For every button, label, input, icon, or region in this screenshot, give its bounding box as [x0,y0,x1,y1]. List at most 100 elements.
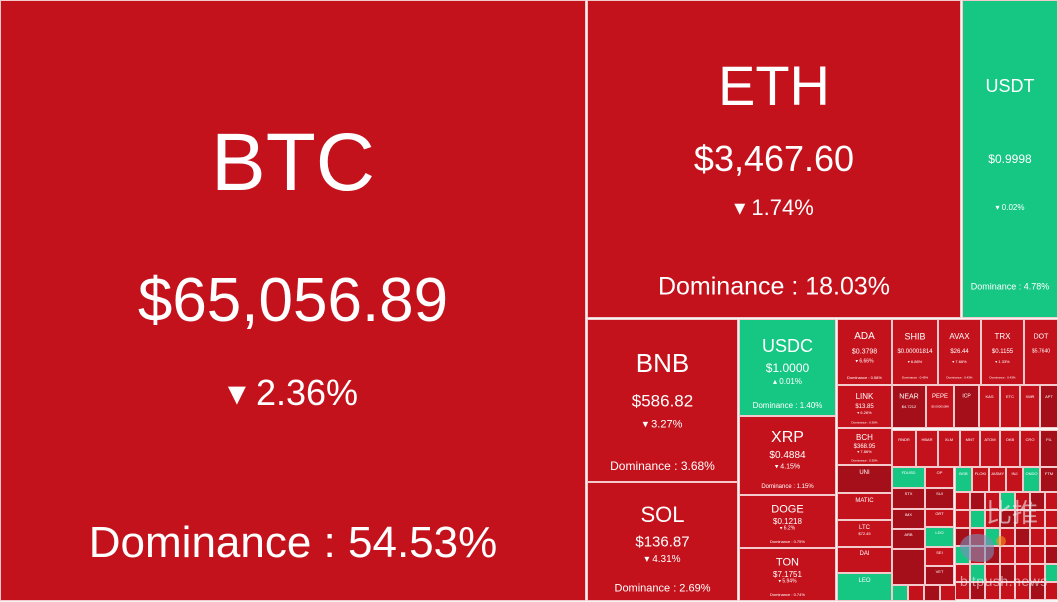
tile-xmr[interactable]: XMR [1020,385,1040,428]
tile-trx[interactable]: TRX $0.1155 ▾ 1.33% Dominance : 0.43% [981,319,1024,385]
tile-small-coin[interactable] [970,546,985,564]
tile-ondo[interactable]: ONDO [1023,467,1040,492]
tile-op[interactable]: OP [925,467,954,488]
tile-avax[interactable]: AVAX $26.44 ▾ 7.66% Dominance : 0.43% [938,319,981,385]
tile-xlm[interactable]: XLM [938,430,960,467]
tile-rndr[interactable]: RNDR [892,430,916,467]
tile-floki[interactable]: FLOKI [972,467,989,492]
tile-small-coin[interactable] [985,510,1000,528]
tile-ldo[interactable]: LDO [925,527,954,547]
tile-small-coin[interactable] [1015,582,1030,600]
tile-link[interactable]: LINK $13.85 ▾ 6.26% Dominance : 0.36% [837,385,892,428]
tile-small-coin[interactable] [985,582,1000,600]
tile-dai[interactable]: DAI [837,547,892,573]
tile-small-coin[interactable] [1030,510,1045,528]
tile-small-coin[interactable] [1030,528,1045,546]
tile-small-coin[interactable] [1045,510,1058,528]
tile-small-coin[interactable] [892,549,925,585]
tile-cro[interactable]: CRO [1020,430,1040,467]
tile-small-coin[interactable] [1015,546,1030,564]
tile-grt[interactable]: GRT [925,509,954,527]
tile-sei[interactable]: SEI [925,547,954,566]
tile-fdusd[interactable]: FDUSD [892,467,925,488]
tile-leo[interactable]: LEO [837,573,892,601]
tile-pepe[interactable]: PEPE $0.00001088 [926,385,954,428]
tile-mnt[interactable]: MNT [960,430,980,467]
tile-apt[interactable]: APT [1040,385,1058,428]
tile-small-coin[interactable] [1045,582,1058,600]
tile-icp[interactable]: ICP [954,385,979,428]
tile-small-coin[interactable] [940,585,956,601]
tile-small-coin[interactable] [1000,546,1015,564]
tile-eth[interactable]: ETH $3,467.60 ▾ 1.74% Dominance : 18.03% [587,0,961,318]
tile-small-coin[interactable] [1000,510,1015,528]
tile-inj[interactable]: INJ [1006,467,1023,492]
tile-imx[interactable]: IMX [892,509,925,529]
tile-small-coin[interactable] [985,528,1000,546]
tile-small-coin[interactable] [1015,564,1030,582]
tile-small-coin[interactable] [1030,582,1045,600]
tile-small-coin[interactable] [955,528,970,546]
tile-btc[interactable]: BTC $65,056.89 ▾ 2.36% Dominance : 54.53% [0,0,586,601]
tile-atom[interactable]: ATOM [980,430,1000,467]
tile-usdt[interactable]: USDT $0.9998 ▾ 0.02% Dominance : 4.78% [962,0,1058,318]
tile-ton[interactable]: TON $7.1751 ▾ 5.94% Dominance : 0.74% [739,548,836,601]
tile-small-coin[interactable] [1015,492,1030,510]
tile-small-coin[interactable] [1030,564,1045,582]
tile-small-coin[interactable] [955,492,970,510]
tile-small-coin[interactable] [955,582,970,600]
tile-small-coin[interactable] [1000,492,1015,510]
tile-small-coin[interactable] [1045,546,1058,564]
tile-kas[interactable]: KAS [979,385,1000,428]
tile-small-coin[interactable] [985,546,1000,564]
tile-doge[interactable]: DOGE $0.1218 ▾ 6.2% Dominance : 0.75% [739,495,836,548]
tile-small-coin[interactable] [1015,528,1030,546]
tile-small-coin[interactable] [970,564,985,582]
tile-small-coin[interactable] [970,582,985,600]
tile-sol[interactable]: SOL $136.87 ▾ 4.31% Dominance : 2.69% [587,482,738,601]
tile-xrp[interactable]: XRP $0.4884 ▾ 4.15% Dominance : 1.15% [739,416,836,495]
tile-bgb[interactable]: BGB [955,467,972,492]
tile-stx[interactable]: STX [892,488,925,509]
tile-arb[interactable]: ARB [892,529,925,549]
tile-ada[interactable]: ADA $0.3798 ▾ 6.66% Dominance : 0.58% [837,319,892,385]
tile-small-coin[interactable] [955,546,970,564]
tile-jasmy[interactable]: JASMY [989,467,1006,492]
tile-small-coin[interactable] [1015,510,1030,528]
tile-small-coin[interactable] [985,564,1000,582]
coin-symbol: AVAX [949,332,970,342]
tile-usdc[interactable]: USDC $1.0000 ▴ 0.01% Dominance : 1.40% [739,319,836,416]
tile-small-coin[interactable] [955,564,970,582]
tile-etc[interactable]: ETC [1000,385,1020,428]
tile-small-coin[interactable] [892,585,908,601]
tile-small-coin[interactable] [955,510,970,528]
tile-near[interactable]: NEAR $4.7212 [892,385,926,428]
tile-small-coin[interactable] [970,492,985,510]
tile-vet[interactable]: VET [925,566,954,585]
tile-okb[interactable]: OKB [1000,430,1020,467]
tile-dot[interactable]: DOT $5.7640 [1024,319,1058,385]
tile-shib[interactable]: SHIB $0.00001814 ▾ 6.86% Dominance : 0.45% [892,319,938,385]
tile-ltc[interactable]: LTC $72.45 [837,520,892,547]
tile-small-coin[interactable] [970,528,985,546]
tile-small-coin[interactable] [1000,582,1015,600]
tile-small-coin[interactable] [1045,492,1058,510]
tile-small-coin[interactable] [924,585,940,601]
tile-bch[interactable]: BCH $368.95 ▾ 7.86% Dominance : 0.30% [837,428,892,465]
tile-small-coin[interactable] [908,585,924,601]
tile-ftm[interactable]: FTM [1040,467,1058,492]
tile-small-coin[interactable] [985,492,1000,510]
tile-small-coin[interactable] [970,510,985,528]
tile-small-coin[interactable] [1000,564,1015,582]
tile-small-coin[interactable] [1045,528,1058,546]
tile-small-coin[interactable] [1030,492,1045,510]
tile-fil[interactable]: FIL [1040,430,1058,467]
tile-small-coin[interactable] [1000,528,1015,546]
tile-small-coin[interactable] [1030,546,1045,564]
tile-hbar[interactable]: HBAR [916,430,938,467]
tile-uni[interactable]: UNI [837,465,892,493]
tile-matic[interactable]: MATIC [837,493,892,520]
tile-sui[interactable]: SUI [925,488,954,509]
tile-small-coin[interactable] [1045,564,1058,582]
tile-bnb[interactable]: BNB $586.82 ▾ 3.27% Dominance : 3.68% [587,319,738,482]
